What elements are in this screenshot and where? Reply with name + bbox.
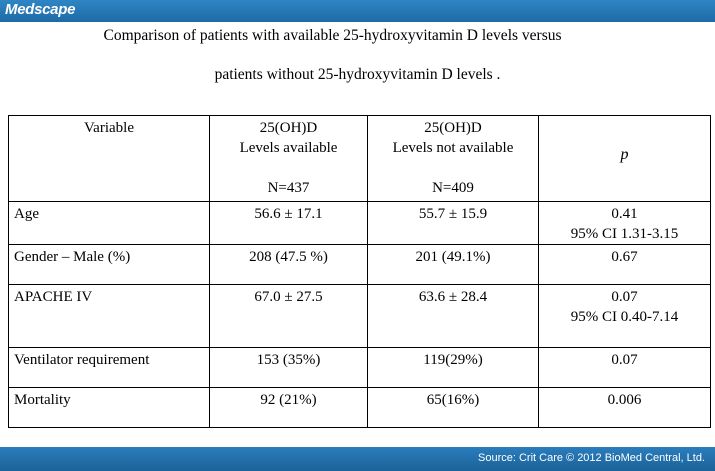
row-available: 92 (21%) xyxy=(209,387,368,428)
header-not-available-n: N=409 xyxy=(432,180,474,196)
header-available-n: N=437 xyxy=(267,180,310,196)
footer-bar: Source: Crit Care © 2012 BioMed Central,… xyxy=(0,447,715,471)
table-row: Mortality 92 (21%) 65(16%) 0.006 xyxy=(8,387,711,428)
row-variable: Ventilator requirement xyxy=(8,347,210,388)
table-row: Age 56.6 ± 17.1 55.7 ± 15.9 0.41 95% CI … xyxy=(8,201,711,245)
table-title-line1: Comparison of patients with available 25… xyxy=(103,27,562,44)
p-value: 0.07 xyxy=(611,352,638,368)
header-not-available: 25(OH)D Levels not available N=409 xyxy=(367,115,539,202)
table-title-line2: patients without 25-hydroxyvitamin D lev… xyxy=(214,66,501,83)
header-p-label: p xyxy=(620,146,629,163)
p-ci: 95% CI 1.31-3.15 xyxy=(570,226,679,242)
source-citation: Source: Crit Care © 2012 BioMed Central,… xyxy=(478,452,705,464)
row-p-value: 0.07 95% CI 0.40-7.14 xyxy=(538,284,711,348)
header-not-available-line1: 25(OH)D xyxy=(424,120,482,136)
row-variable: Mortality xyxy=(8,387,210,428)
row-p-value: 0.67 xyxy=(538,244,711,285)
header-variable: Variable xyxy=(8,115,210,202)
p-ci: 95% CI 0.40-7.14 xyxy=(570,309,679,325)
header-available-line2: Levels available xyxy=(239,140,338,156)
header-p-value: p xyxy=(538,115,711,202)
row-variable: APACHE IV xyxy=(8,284,210,348)
row-p-value: 0.006 xyxy=(538,387,711,428)
header-not-available-line2: Levels not available xyxy=(392,140,514,156)
table-row: Ventilator requirement 153 (35%) 119(29%… xyxy=(8,347,711,388)
p-value: 0.07 xyxy=(611,289,638,305)
table-header-row: Variable 25(OH)D Levels available N=437 … xyxy=(8,115,711,202)
row-available: 56.6 ± 17.1 xyxy=(209,201,368,245)
row-p-value: 0.41 95% CI 1.31-3.15 xyxy=(538,201,711,245)
medscape-logo: Medscape xyxy=(5,1,76,18)
p-value: 0.41 xyxy=(611,206,638,222)
table-row: Gender – Male (%) 208 (47.5 %) 201 (49.1… xyxy=(8,244,711,285)
header-available-line1: 25(OH)D xyxy=(259,120,318,136)
row-available: 67.0 ± 27.5 xyxy=(209,284,368,348)
header-variable-label: Variable xyxy=(84,120,134,136)
row-p-value: 0.07 xyxy=(538,347,711,388)
table-row: APACHE IV 67.0 ± 27.5 63.6 ± 28.4 0.07 9… xyxy=(8,284,711,348)
row-not-available: 65(16%) xyxy=(367,387,539,428)
header-available: 25(OH)D Levels available N=437 xyxy=(209,115,368,202)
row-variable: Age xyxy=(8,201,210,245)
row-available: 208 (47.5 %) xyxy=(209,244,368,285)
row-variable: Gender – Male (%) xyxy=(8,244,210,285)
row-not-available: 63.6 ± 28.4 xyxy=(367,284,539,348)
row-not-available: 55.7 ± 15.9 xyxy=(367,201,539,245)
row-available: 153 (35%) xyxy=(209,347,368,388)
row-not-available: 201 (49.1%) xyxy=(367,244,539,285)
comparison-table: Variable 25(OH)D Levels available N=437 … xyxy=(8,115,711,428)
header-bar: Medscape xyxy=(0,0,715,22)
row-not-available: 119(29%) xyxy=(367,347,539,388)
p-value: 0.67 xyxy=(611,249,638,265)
p-value: 0.006 xyxy=(607,392,642,408)
